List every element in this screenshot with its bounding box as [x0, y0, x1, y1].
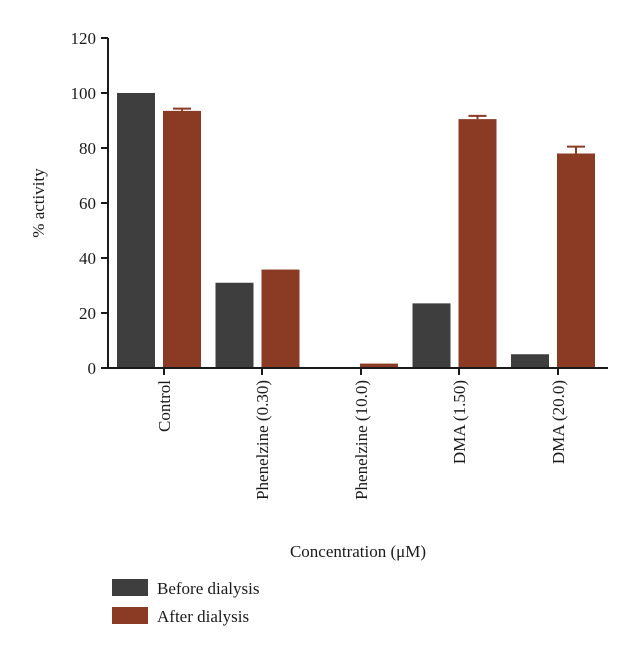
- y-tick-label: 0: [88, 359, 97, 378]
- x-category-label: Control: [155, 380, 174, 432]
- y-tick-label: 20: [79, 304, 96, 323]
- legend: Before dialysis After dialysis: [112, 579, 259, 626]
- x-category-label: DMA (1.50): [450, 380, 469, 464]
- x-category-labels: Control Phenelzine (0.30) Phenelzine (10.0…: [155, 368, 568, 500]
- x-category-label: Phenelzine (10.0): [352, 380, 371, 500]
- bar-after-dialysis: [557, 153, 595, 368]
- y-tick-label: 100: [71, 84, 97, 103]
- y-ticks: 0 20 40 60 80 100 120: [71, 29, 108, 378]
- bar-before-dialysis: [412, 303, 451, 368]
- y-tick-label: 120: [71, 29, 97, 48]
- y-axis-title: % activity: [29, 168, 48, 238]
- bar-before-dialysis: [215, 282, 254, 368]
- x-axis-title: Concentration (μM): [290, 542, 426, 561]
- bar-before-dialysis: [511, 354, 549, 368]
- y-tick-label: 40: [79, 249, 96, 268]
- bar-after-dialysis: [360, 363, 398, 368]
- legend-swatch: [112, 607, 148, 624]
- bar-before-dialysis: [117, 93, 155, 368]
- legend-swatch: [112, 579, 148, 596]
- bar-after-dialysis: [458, 119, 497, 368]
- bar-after-dialysis: [163, 110, 201, 368]
- legend-label: After dialysis: [157, 607, 249, 626]
- y-tick-label: 80: [79, 139, 96, 158]
- bar-after-dialysis: [261, 269, 300, 368]
- y-tick-label: 60: [79, 194, 96, 213]
- legend-label: Before dialysis: [157, 579, 259, 598]
- bars-layer: [117, 93, 595, 368]
- x-category-label: DMA (20.0): [549, 380, 568, 464]
- x-category-label: Phenelzine (0.30): [253, 380, 272, 500]
